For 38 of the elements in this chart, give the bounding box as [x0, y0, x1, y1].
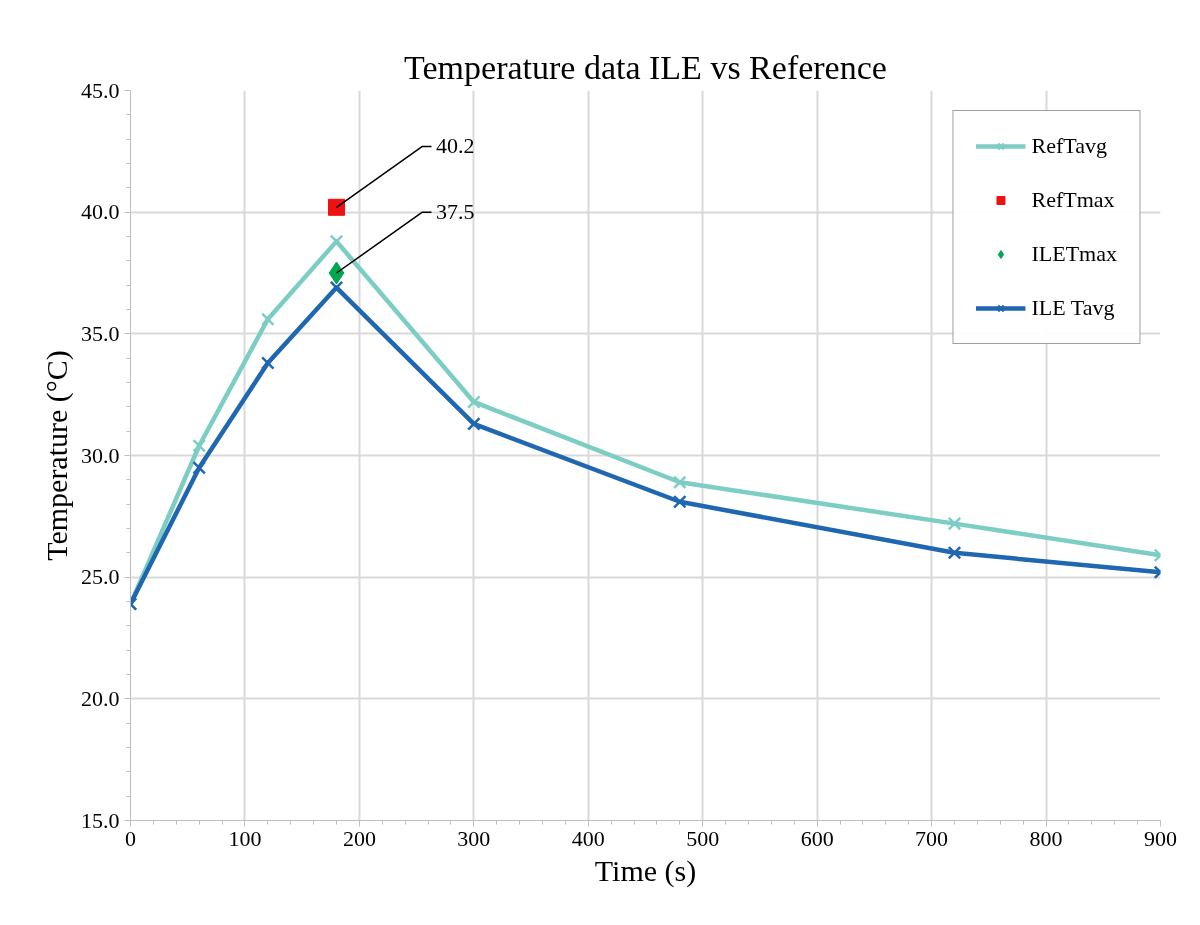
- legend-label: ILE Tavg: [1031, 295, 1115, 321]
- y-axis-title: Temperature (°C): [40, 350, 74, 561]
- point: [466, 416, 481, 431]
- point: [672, 475, 687, 490]
- x-tick-label: 700: [915, 825, 949, 851]
- y-tick-label: 15.0: [81, 807, 120, 833]
- point: [466, 395, 481, 409]
- annotation: 40.2: [436, 133, 475, 159]
- y-tick-label: 20.0: [81, 685, 120, 711]
- point: [260, 312, 275, 327]
- y-tick-label: 30.0: [81, 442, 120, 468]
- legend-label: RefTavg: [1031, 133, 1107, 159]
- legend-label: ILETmax: [1031, 241, 1117, 267]
- point: [947, 516, 962, 531]
- annotation: 37.5: [436, 199, 475, 225]
- y-tick-label: 35.0: [81, 320, 120, 346]
- point: [947, 545, 962, 560]
- x-tick-label: 800: [1029, 825, 1063, 851]
- y-tick-label: 25.0: [81, 564, 120, 590]
- x-tick-label: 600: [800, 825, 834, 851]
- y-tick-label: 45.0: [81, 77, 120, 103]
- point: [672, 494, 687, 509]
- x-tick-label: 900: [1144, 825, 1177, 851]
- x-tick-label: 200: [342, 825, 376, 851]
- point: [328, 261, 345, 285]
- point: [192, 460, 207, 475]
- x-tick-label: 100: [228, 825, 262, 851]
- x-tick-label: 500: [686, 825, 720, 851]
- point: [192, 438, 207, 453]
- point: [328, 198, 345, 216]
- x-tick-label: 300: [457, 825, 491, 851]
- point: [260, 356, 275, 370]
- y-tick-label: 40.0: [81, 199, 120, 225]
- chart-title: Temperature data ILE vs Reference: [404, 48, 887, 86]
- x-tick-label: 0: [125, 825, 136, 851]
- legend-label: RefTmax: [1031, 187, 1115, 213]
- x-tick-label: 400: [571, 825, 605, 851]
- x-axis-title: Time (s): [594, 853, 697, 888]
